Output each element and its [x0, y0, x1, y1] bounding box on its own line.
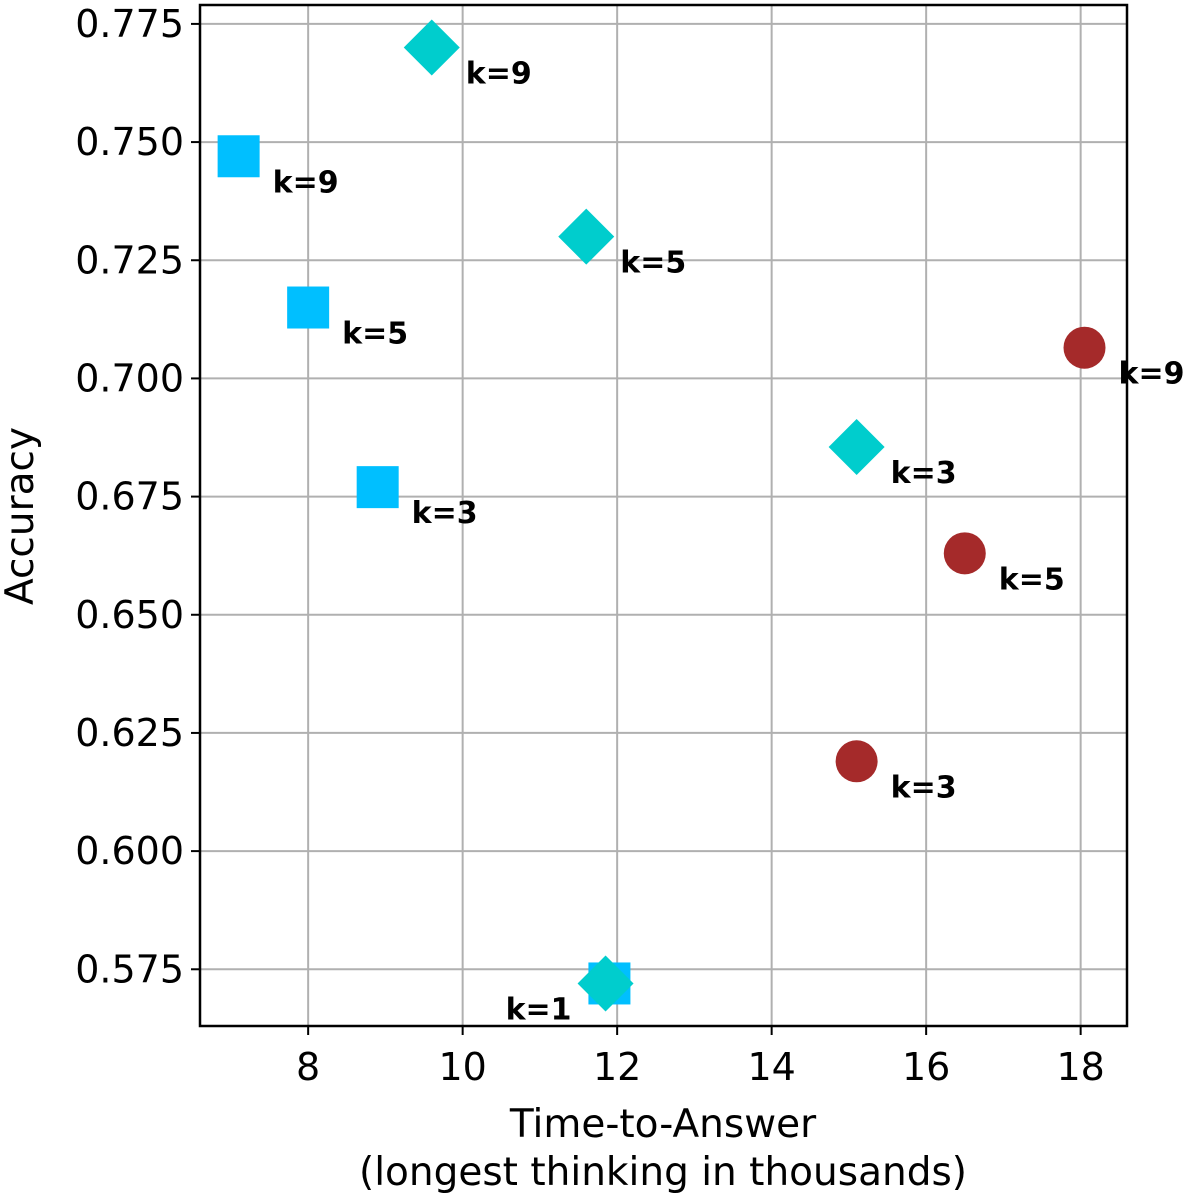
point-label: k=3	[891, 456, 957, 491]
x-axis-label: Time-to-Answer	[509, 1102, 817, 1147]
x-tick-label: 14	[747, 1045, 795, 1089]
point-label: k=3	[891, 770, 957, 805]
data-points	[217, 19, 1106, 1012]
point-label: k=9	[273, 165, 339, 200]
x-axis-label-line2: (longest thinking in thousands)	[359, 1150, 967, 1195]
diamond-point	[558, 208, 615, 265]
y-tick-label: 0.675	[75, 475, 184, 519]
square-point	[287, 286, 330, 329]
diamond-point	[403, 19, 460, 76]
square-point	[356, 466, 399, 509]
grid-lines	[200, 5, 1127, 1026]
circle-point	[835, 740, 878, 783]
y-tick-label: 0.775	[75, 2, 184, 46]
diamond-point	[828, 418, 885, 475]
y-tick-label: 0.600	[75, 829, 184, 873]
y-tick-label: 0.625	[75, 711, 184, 755]
plot-frame	[198, 3, 1129, 1028]
point-label: k=5	[620, 246, 686, 281]
y-tick-label: 0.725	[75, 238, 184, 282]
point-label: k=1	[506, 992, 572, 1027]
y-tick-label: 0.650	[75, 593, 184, 637]
diamond-point	[577, 955, 634, 1012]
point-label: k=5	[342, 317, 408, 352]
point-label: k=5	[999, 562, 1065, 597]
point-labels: k=3 k=5 k=9 k=1 k=3 k=5 k=9 k=3 k=5 k=9	[273, 57, 1185, 1028]
point-label: k=9	[1119, 357, 1185, 392]
x-tick-label: 10	[438, 1045, 486, 1089]
point-label: k=9	[466, 57, 532, 92]
x-tick-label: 18	[1056, 1045, 1104, 1089]
x-tick-label: 12	[593, 1045, 641, 1089]
square-point	[217, 135, 260, 178]
x-tick-label: 16	[902, 1045, 950, 1089]
circle-point	[943, 532, 986, 575]
x-tick-label: 8	[296, 1045, 320, 1089]
y-tick-label: 0.575	[75, 947, 184, 991]
y-tick-label: 0.700	[75, 356, 184, 400]
point-label: k=3	[412, 496, 478, 531]
y-tick-label: 0.750	[75, 120, 184, 164]
y-axis-label: Accuracy	[0, 427, 43, 605]
axis-ticks: 8 10 12 14 16 18 0.575 0.600 0.625 0.650 0.675 0.70…	[75, 2, 1105, 1089]
circle-point	[1063, 326, 1106, 369]
